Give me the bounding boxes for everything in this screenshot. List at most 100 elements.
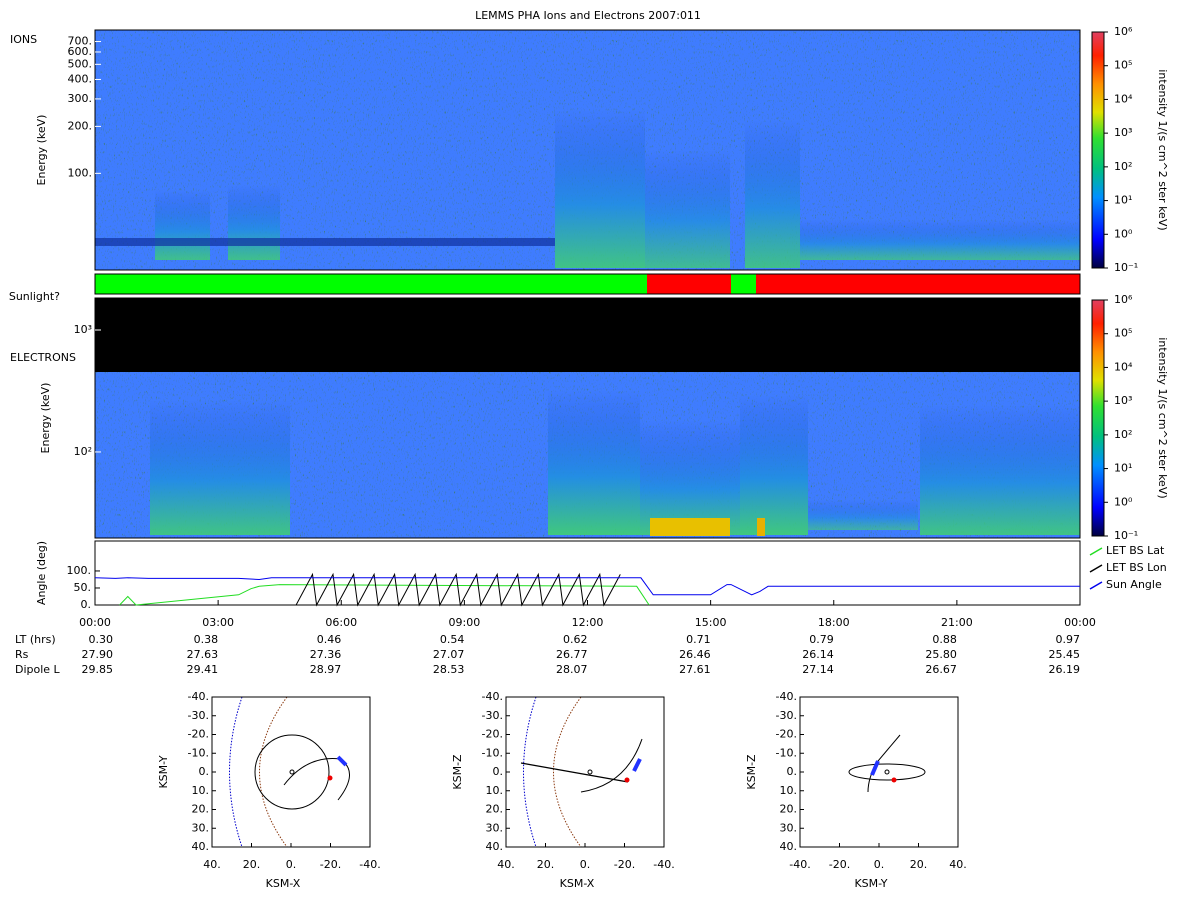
x-tick-label: 20. — [537, 858, 555, 871]
colorbar-tick-label: 10⁻¹ — [1114, 261, 1138, 274]
orbit-plot: 40. 20. 0. -20. -40. -40. -30. -20. -10. 0. 10. 20.… — [451, 690, 675, 890]
y-tick-label: 0. — [199, 765, 210, 778]
ephemeris-value: 0.30 — [89, 633, 114, 646]
ephemeris-value: 27.36 — [310, 648, 342, 661]
colorbar-tick-label: 10⁵ — [1114, 327, 1132, 340]
y-tick-label: -10. — [188, 746, 209, 759]
colorbar — [1091, 31, 1105, 269]
ephemeris-value: 0.79 — [809, 633, 834, 646]
ephemeris-value: 26.77 — [556, 648, 588, 661]
ephemeris-label: LT (hrs) — [15, 633, 56, 646]
y-tick-label: -10. — [776, 746, 797, 759]
colorbar-tick-label: 10⁴ — [1114, 360, 1133, 373]
ephemeris-label: Dipole L — [15, 663, 61, 676]
x-tick-label: 18:00 — [818, 616, 850, 629]
x-axis-label: KSM-X — [266, 877, 301, 890]
y-tick-label: 200. — [68, 119, 93, 132]
colorbar-tick-label: 10⁶ — [1114, 293, 1133, 306]
y-axis-label: Energy (keV) — [35, 115, 48, 186]
x-tick-label: 20. — [243, 858, 261, 871]
x-tick-label: 21:00 — [941, 616, 973, 629]
colorbar-tick-label: 10¹ — [1114, 194, 1132, 207]
ephemeris-value: 28.53 — [433, 663, 465, 676]
ephemeris-value: 26.19 — [1049, 663, 1081, 676]
x-tick-label: 0. — [580, 858, 591, 871]
x-tick-label: 40. — [203, 858, 221, 871]
colorbar-tick-label: 10⁻¹ — [1114, 529, 1138, 542]
ephemeris-value: 0.71 — [686, 633, 711, 646]
ephemeris-value: 27.14 — [802, 663, 834, 676]
colorbar-label: intensity 1/(s cm^2 ster keV) — [1156, 69, 1169, 230]
ephemeris-value: 0.54 — [440, 633, 465, 646]
y-axis-label: KSM-Z — [451, 754, 464, 790]
y-tick-label: 0. — [81, 598, 92, 611]
y-tick-label: 10² — [74, 445, 92, 458]
legend-label: Sun Angle — [1106, 578, 1162, 591]
y-tick-label: -20. — [188, 728, 209, 741]
angle-line — [295, 572, 621, 607]
y-axis-label: Energy (keV) — [39, 383, 52, 454]
ephemeris-value: 0.38 — [194, 633, 219, 646]
y-tick-label: 30. — [780, 821, 798, 834]
ephemeris-value: 26.14 — [802, 648, 834, 661]
x-tick-label: 15:00 — [695, 616, 727, 629]
ephemeris-value: 27.61 — [679, 663, 711, 676]
ephemeris-value: 0.88 — [932, 633, 957, 646]
y-tick-label: 40. — [192, 840, 210, 853]
y-tick-label: 10. — [780, 784, 798, 797]
y-tick-label: 40. — [486, 840, 504, 853]
y-tick-label: 10³ — [74, 323, 92, 336]
ions-spectrogram — [95, 30, 1080, 270]
ephemeris-value: 25.80 — [925, 648, 957, 661]
angle-line — [119, 584, 650, 606]
ephemeris-value: 27.07 — [433, 648, 465, 661]
colorbar-tick-label: 10² — [1114, 160, 1132, 173]
x-tick-label: -40. — [789, 858, 810, 871]
electrons-spectrogram — [95, 298, 1080, 538]
y-tick-label: 30. — [192, 821, 210, 834]
x-tick-label: 20. — [910, 858, 928, 871]
x-tick-label: 00:00 — [1064, 616, 1096, 629]
y-tick-label: 500. — [68, 57, 93, 70]
orbit-frame — [799, 696, 959, 848]
ephemeris-value: 26.67 — [925, 663, 957, 676]
x-tick-label: -20. — [320, 858, 341, 871]
orbit-plot: 40. 20. 0. -20. -40. -40. -30. -20. -10. 0. 10. 20.… — [157, 690, 381, 890]
y-tick-label: 50. — [74, 581, 92, 594]
ephemeris-value: 29.41 — [187, 663, 219, 676]
x-tick-label: 09:00 — [449, 616, 481, 629]
ephemeris-value: 0.62 — [563, 633, 588, 646]
panel-label: ELECTRONS — [10, 351, 76, 364]
ephemeris-label: Rs — [15, 648, 29, 661]
y-tick-label: 100. — [67, 564, 92, 577]
y-tick-label: -20. — [776, 728, 797, 741]
x-tick-label: 40. — [949, 858, 967, 871]
legend-swatch — [1089, 564, 1103, 573]
colorbar-tick-label: 10⁵ — [1114, 59, 1132, 72]
y-tick-label: 40. — [780, 840, 798, 853]
x-tick-label: 03:00 — [202, 616, 234, 629]
angle-frame — [94, 540, 1081, 606]
y-tick-label: 0. — [493, 765, 504, 778]
y-tick-label: -40. — [482, 690, 503, 703]
y-tick-label: -30. — [776, 709, 797, 722]
x-tick-label: 0. — [874, 858, 885, 871]
y-axis-label: Angle (deg) — [35, 541, 48, 605]
colorbar-tick-label: 10³ — [1114, 126, 1132, 139]
colorbar-tick-label: 10³ — [1114, 394, 1132, 407]
y-tick-label: 20. — [192, 803, 210, 816]
angle-line — [94, 577, 1080, 596]
orbit-plot: -40. -20. 0. 20. 40. -40. -30. -20. -10. 0. 10. 20.… — [745, 690, 967, 890]
panel-label: IONS — [10, 33, 37, 46]
ephemeris-value: 0.46 — [317, 633, 342, 646]
colorbar — [1091, 299, 1105, 537]
x-axis-label: KSM-Y — [854, 877, 887, 890]
legend-label: LET BS Lat — [1106, 544, 1165, 557]
orbit-trajectory — [848, 734, 926, 793]
y-tick-label: -40. — [776, 690, 797, 703]
legend-label: LET BS Lon — [1106, 561, 1167, 574]
ephemeris-value: 29.85 — [82, 663, 114, 676]
y-tick-label: 20. — [486, 803, 504, 816]
y-tick-label: 100. — [68, 166, 93, 179]
